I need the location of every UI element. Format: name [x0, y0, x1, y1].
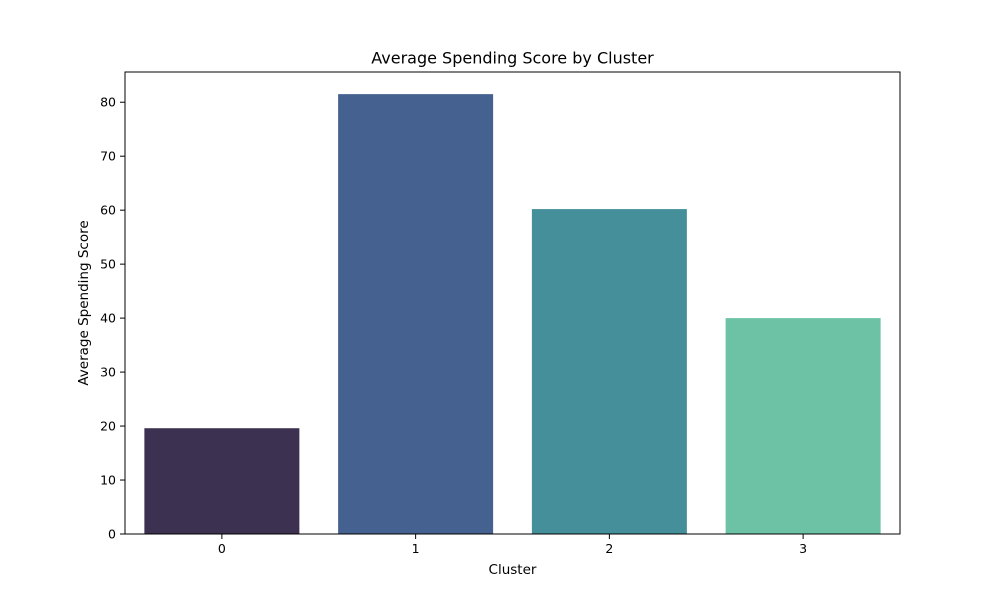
y-tick-label: 50	[100, 257, 116, 272]
x-axis-ticks: 0 1 2 3	[218, 534, 807, 556]
x-axis-label: Cluster	[489, 562, 537, 578]
y-tick-label: 70	[100, 149, 116, 164]
bar-cluster-0	[144, 428, 300, 534]
x-tick-label: 0	[218, 541, 226, 556]
bar-cluster-2	[531, 209, 687, 534]
y-tick-label: 60	[100, 203, 116, 218]
y-tick-label: 40	[100, 311, 116, 326]
y-tick-label: 80	[100, 95, 116, 110]
x-tick-label: 3	[799, 541, 807, 556]
y-tick-label: 20	[100, 419, 116, 434]
bar-cluster-3	[725, 318, 881, 534]
chart-title: Average Spending Score by Cluster	[371, 49, 654, 68]
y-axis-ticks: 0 10 20 30 40 50 60 70 80	[100, 95, 125, 542]
bars-layer	[144, 94, 881, 534]
plot-frame	[124, 71, 901, 535]
y-tick-label: 30	[100, 365, 116, 380]
y-axis-label: Average Spending Score	[76, 220, 92, 385]
y-tick-label: 10	[100, 473, 116, 488]
y-tick-label: 0	[108, 527, 116, 542]
bar-cluster-1	[338, 94, 494, 534]
x-tick-label: 1	[412, 541, 420, 556]
x-tick-label: 2	[605, 541, 613, 556]
